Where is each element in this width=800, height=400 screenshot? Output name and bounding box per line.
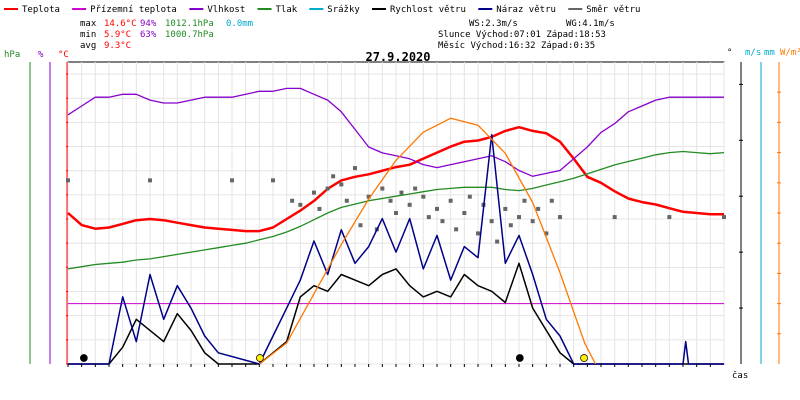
wind-direction-marker — [522, 198, 527, 203]
legend-label: Vlhkost — [207, 5, 245, 15]
wind-sun-info: WS:2.3m/s WG:4.1m/s Slunce Východ:07:01 … — [438, 19, 615, 51]
unit-wm2: W/m² — [780, 48, 800, 58]
wind-direction-marker — [353, 166, 357, 171]
legend-label: Teplota — [22, 5, 60, 15]
wind-direction-marker — [317, 206, 322, 211]
right-axes — [739, 62, 781, 364]
legend-label: Přízemní teplota — [90, 5, 177, 15]
wind-direction-marker — [388, 198, 393, 203]
stats-min-label: min — [80, 30, 96, 40]
wind-direction-marker — [380, 186, 385, 191]
wind-direction-marker — [394, 211, 398, 215]
wind-direction-marker — [467, 194, 472, 199]
wind-direction-marker — [544, 231, 549, 236]
wind-direction-marker — [536, 206, 541, 211]
wind-direction-marker — [66, 178, 70, 183]
wind-direction-marker — [448, 198, 453, 203]
stats-min-temp: 5.9°C — [104, 30, 131, 40]
sun-times: Slunce Východ:07:01 Západ:18:53 — [438, 30, 606, 40]
wind-direction-marker — [476, 231, 480, 236]
stats-max-press: 1012.1hPa — [165, 19, 214, 29]
legend-label: Rychlost větru — [390, 5, 466, 15]
sunset-marker — [580, 354, 588, 362]
moonrise-marker — [515, 354, 524, 362]
unit-degc: °C — [58, 50, 69, 60]
wind-direction-marker — [440, 219, 445, 224]
wind-direction-marker — [230, 178, 234, 183]
stats-max-hum: 94% — [140, 19, 157, 29]
legend-label: Směr větru — [586, 5, 640, 15]
series-line-tlak — [67, 150, 725, 270]
series-line-vlhkost — [67, 87, 724, 177]
stats-max-label: max — [80, 19, 97, 29]
stats-max-rain: 0.0mm — [226, 19, 253, 29]
unit-hpa: hPa — [4, 50, 20, 60]
chart-date-title: 27.9.2020 — [365, 50, 430, 64]
axis-units: hPa % °C ° m/s mm W/m² — [4, 48, 800, 60]
wind-direction-marker — [312, 190, 316, 195]
legend-label: Tlak — [276, 5, 298, 15]
stats-avg-temp: 9.3°C — [104, 41, 131, 51]
legend-label: Srážky — [327, 5, 360, 15]
wind-direction-marker — [495, 239, 500, 244]
wind-gust-avg: WG:4.1m/s — [566, 19, 615, 29]
wind-speed-avg: WS:2.3m/s — [469, 19, 518, 29]
wind-direction-marker — [489, 219, 494, 224]
unit-ms: m/s — [745, 48, 761, 58]
unit-mm: mm — [764, 48, 775, 58]
wind-direction-marker — [612, 215, 617, 220]
wind-direction-marker — [339, 182, 344, 187]
series-line-n-raz-v-tru — [68, 133, 724, 365]
grid — [67, 61, 725, 365]
stats-avg-label: avg — [80, 41, 96, 51]
wind-direction-marker — [358, 223, 363, 228]
wind-direction-marker — [290, 198, 295, 203]
wind-direction-marker — [503, 206, 508, 211]
wind-direction-marker — [271, 178, 275, 183]
wind-direction-marker — [148, 178, 152, 183]
wind-direction-marker — [399, 190, 404, 195]
moonset-marker — [80, 354, 88, 362]
stats-min-press: 1000.7hPa — [165, 30, 214, 40]
wind-direction-marker — [454, 227, 459, 232]
left-axes — [29, 62, 68, 365]
series-line-slune-n-z-en- — [258, 117, 597, 365]
wind-direction-marker — [366, 194, 371, 199]
wind-direction-marker — [462, 211, 467, 215]
wind-direction-marker — [667, 215, 672, 220]
wind-direction-marker — [549, 198, 554, 203]
wind-direction-marker — [517, 215, 521, 220]
wind-direction-marker — [508, 223, 513, 228]
series-layer — [66, 87, 726, 365]
wind-direction-marker — [325, 186, 330, 191]
wind-direction-marker — [421, 194, 426, 199]
time-axis — [67, 364, 711, 367]
wind-direction-marker — [407, 202, 412, 207]
moon-times: Měsíc Východ:16:32 Západ:0:35 — [438, 41, 595, 51]
wind-direction-marker — [722, 215, 726, 220]
stats-max-temp: 14.6°C — [104, 19, 137, 29]
series-line-rychlost-v-tru — [68, 262, 724, 365]
sunrise-marker — [256, 354, 264, 362]
series-line-teplota — [67, 125, 724, 233]
wind-direction-marker — [558, 215, 562, 220]
wind-direction-marker — [413, 186, 418, 191]
unit-pct: % — [38, 50, 44, 60]
wind-direction-marker — [426, 215, 431, 220]
unit-deg: ° — [727, 48, 732, 58]
wind-direction-marker — [344, 198, 349, 203]
stats-min-hum: 63% — [140, 30, 157, 40]
wind-direction-marker — [435, 206, 439, 211]
stats-block: max 14.6°C 94% 1012.1hPa 0.0mm min 5.9°C… — [80, 19, 253, 51]
wind-direction-marker — [331, 174, 336, 179]
time-axis-label: čas — [732, 370, 748, 381]
legend-label: Náraz větru — [496, 5, 556, 15]
wind-direction-marker — [298, 202, 303, 207]
wind-direction-marker — [530, 219, 535, 224]
legend: Teplota Přízemní teplota Vlhkost Tlak Srážky… — [4, 5, 640, 15]
